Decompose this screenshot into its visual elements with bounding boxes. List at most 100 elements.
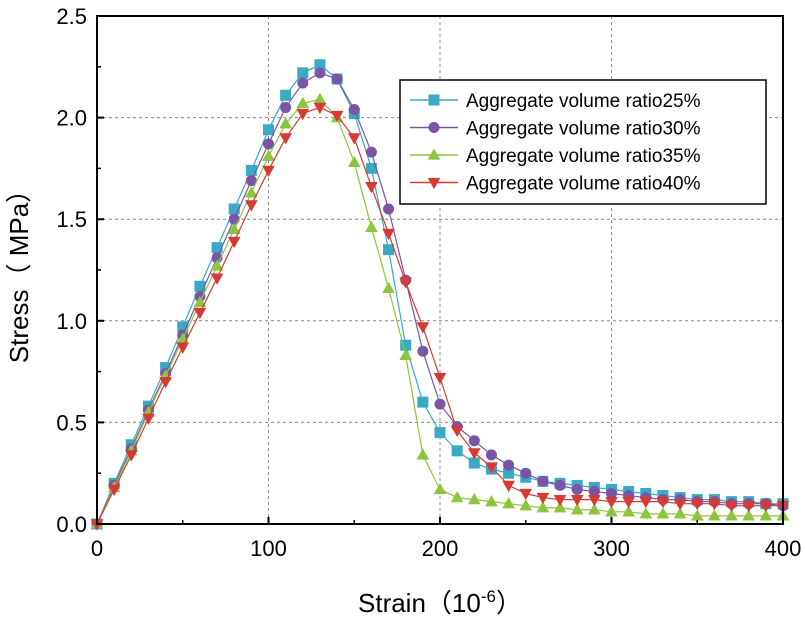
data-point: [160, 362, 172, 374]
data-point: [467, 493, 481, 505]
data-point: [383, 244, 395, 256]
data-point: [210, 259, 224, 271]
data-point: [537, 475, 549, 487]
data-point: [365, 220, 378, 233]
data-point: [347, 155, 361, 167]
data-point: [193, 295, 207, 308]
data-point: [227, 222, 241, 235]
data-point: [279, 117, 292, 129]
data-point: [428, 94, 440, 106]
legend-label: Aggregate volume ratio30%: [466, 119, 701, 140]
x-axis-unit-base: 10: [452, 588, 481, 618]
data-point: [434, 427, 446, 439]
x-tick-label: 300: [593, 536, 630, 561]
data-point: [605, 496, 618, 509]
y-axis-title: Stress（ MPa）: [4, 177, 34, 363]
data-point: [725, 509, 738, 521]
data-point: [399, 277, 413, 289]
data-point: [365, 182, 378, 194]
data-point: [468, 435, 480, 447]
data-point: [263, 138, 274, 150]
data-point: [227, 236, 241, 249]
data-point: [262, 165, 275, 178]
data-point: [554, 479, 566, 491]
data-point: [296, 96, 310, 109]
data-point: [519, 488, 533, 501]
data-point: [571, 483, 583, 495]
data-point: [245, 200, 258, 212]
legend-label: Aggregate volume ratio25%: [466, 91, 701, 112]
data-point: [502, 480, 515, 492]
data-point: [450, 490, 464, 503]
data-point: [176, 342, 190, 354]
data-point: [416, 322, 430, 334]
data-point: [656, 496, 670, 509]
data-point: [313, 102, 327, 115]
data-point: [383, 203, 395, 215]
data-point: [314, 59, 326, 71]
data-point: [503, 467, 515, 479]
data-point: [553, 501, 567, 513]
data-point: [503, 459, 515, 471]
data-point: [427, 177, 441, 190]
data-point: [159, 377, 172, 389]
data-point: [708, 509, 721, 521]
legend-item: Aggregate volume ratio35%: [410, 146, 701, 167]
data-point: [428, 122, 440, 133]
data-point: [588, 503, 601, 515]
data-point: [400, 339, 412, 351]
legend-item: Aggregate volume ratio40%: [410, 174, 701, 195]
x-tick-label: 100: [250, 536, 287, 561]
data-point: [639, 507, 653, 519]
data-point: [622, 505, 635, 517]
data-point: [194, 280, 206, 292]
data-point: [245, 175, 257, 187]
data-point: [656, 507, 670, 519]
legend-item: Aggregate volume ratio30%: [410, 119, 701, 140]
axis-ticks: 0 100 200 300 400 0.0 0.5 1.0 1.5 2.0 2.5: [56, 4, 801, 561]
data-point: [417, 345, 429, 357]
data-point: [142, 413, 155, 425]
data-point: [433, 482, 447, 495]
data-point: [502, 497, 515, 509]
data-point: [348, 103, 360, 115]
data-point: [485, 495, 498, 507]
data-point: [211, 242, 223, 254]
data-point: [107, 484, 121, 497]
data-point: [331, 73, 343, 85]
data-point: [536, 492, 550, 505]
data-point: [177, 321, 189, 333]
x-axis-unit-exponent: -6: [481, 587, 496, 606]
data-point: [673, 499, 687, 511]
data-point: [416, 448, 430, 460]
y-tick-label: 2.5: [56, 4, 87, 29]
data-point: [313, 92, 327, 104]
y-tick-label: 2.0: [56, 106, 87, 131]
legend-label: Aggregate volume ratio40%: [466, 174, 701, 195]
data-point: [622, 496, 635, 509]
data-point: [553, 494, 567, 507]
x-tick-label: 200: [422, 536, 459, 561]
y-tick-label: 0.0: [56, 512, 87, 537]
data-point: [690, 509, 704, 521]
series-4: [90, 102, 790, 531]
data-point: [570, 503, 584, 515]
data-point: [536, 501, 550, 513]
data-point: [434, 398, 446, 410]
y-tick-label: 0.5: [56, 410, 87, 435]
data-point: [279, 133, 292, 145]
x-tick-label: 0: [91, 536, 103, 561]
data-point: [330, 110, 344, 123]
data-point: [708, 499, 721, 511]
data-point: [347, 133, 361, 145]
data-point: [467, 448, 481, 460]
data-point: [759, 509, 773, 521]
data-point: [468, 457, 480, 469]
legend: Aggregate volume ratio25% Aggregate volum…: [399, 79, 767, 205]
data-point: [365, 162, 377, 174]
data-point: [742, 509, 756, 521]
data-point: [485, 462, 498, 474]
data-point: [427, 148, 441, 160]
